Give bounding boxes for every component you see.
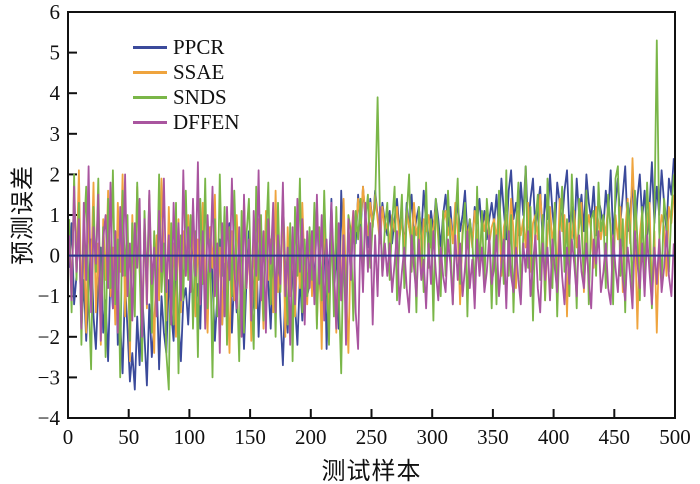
legend-label-dffen: DFFEN bbox=[173, 110, 240, 134]
legend-label-snds: SNDS bbox=[173, 85, 227, 109]
y-axis-title: 预测误差 bbox=[10, 165, 37, 265]
legend-item-dffen: DFFEN bbox=[133, 110, 240, 135]
svg-text:−2: −2 bbox=[38, 325, 60, 349]
svg-text:350: 350 bbox=[477, 425, 509, 449]
svg-text:400: 400 bbox=[538, 425, 570, 449]
legend-label-ssae: SSAE bbox=[173, 60, 225, 84]
svg-text:0: 0 bbox=[50, 244, 61, 268]
svg-text:50: 50 bbox=[118, 425, 139, 449]
svg-text:100: 100 bbox=[174, 425, 206, 449]
svg-text:1: 1 bbox=[50, 203, 61, 227]
svg-text:250: 250 bbox=[356, 425, 388, 449]
ssae-line-swatch bbox=[133, 71, 167, 74]
ppcr-line-swatch bbox=[133, 46, 167, 49]
svg-text:150: 150 bbox=[234, 425, 266, 449]
legend-label-ppcr: PPCR bbox=[173, 35, 225, 59]
svg-text:450: 450 bbox=[599, 425, 631, 449]
legend: PPCR SSAE SNDS DFFEN bbox=[133, 35, 240, 135]
svg-text:300: 300 bbox=[416, 425, 448, 449]
x-axis-title: 测试样本 bbox=[321, 459, 422, 484]
svg-text:−1: −1 bbox=[38, 284, 60, 308]
svg-text:200: 200 bbox=[295, 425, 327, 449]
svg-text:6: 6 bbox=[50, 0, 61, 24]
svg-text:−4: −4 bbox=[38, 406, 61, 430]
svg-text:500: 500 bbox=[659, 425, 691, 449]
snds-line-swatch bbox=[133, 96, 167, 99]
legend-item-ppcr: PPCR bbox=[133, 35, 240, 60]
svg-text:5: 5 bbox=[50, 41, 61, 65]
svg-text:0: 0 bbox=[63, 425, 74, 449]
legend-item-ssae: SSAE bbox=[133, 60, 240, 85]
svg-text:4: 4 bbox=[50, 81, 61, 105]
legend-item-snds: SNDS bbox=[133, 85, 240, 110]
svg-text:−3: −3 bbox=[38, 365, 60, 389]
svg-text:3: 3 bbox=[50, 122, 61, 146]
dffen-line-swatch bbox=[133, 121, 167, 124]
svg-text:2: 2 bbox=[50, 162, 61, 186]
